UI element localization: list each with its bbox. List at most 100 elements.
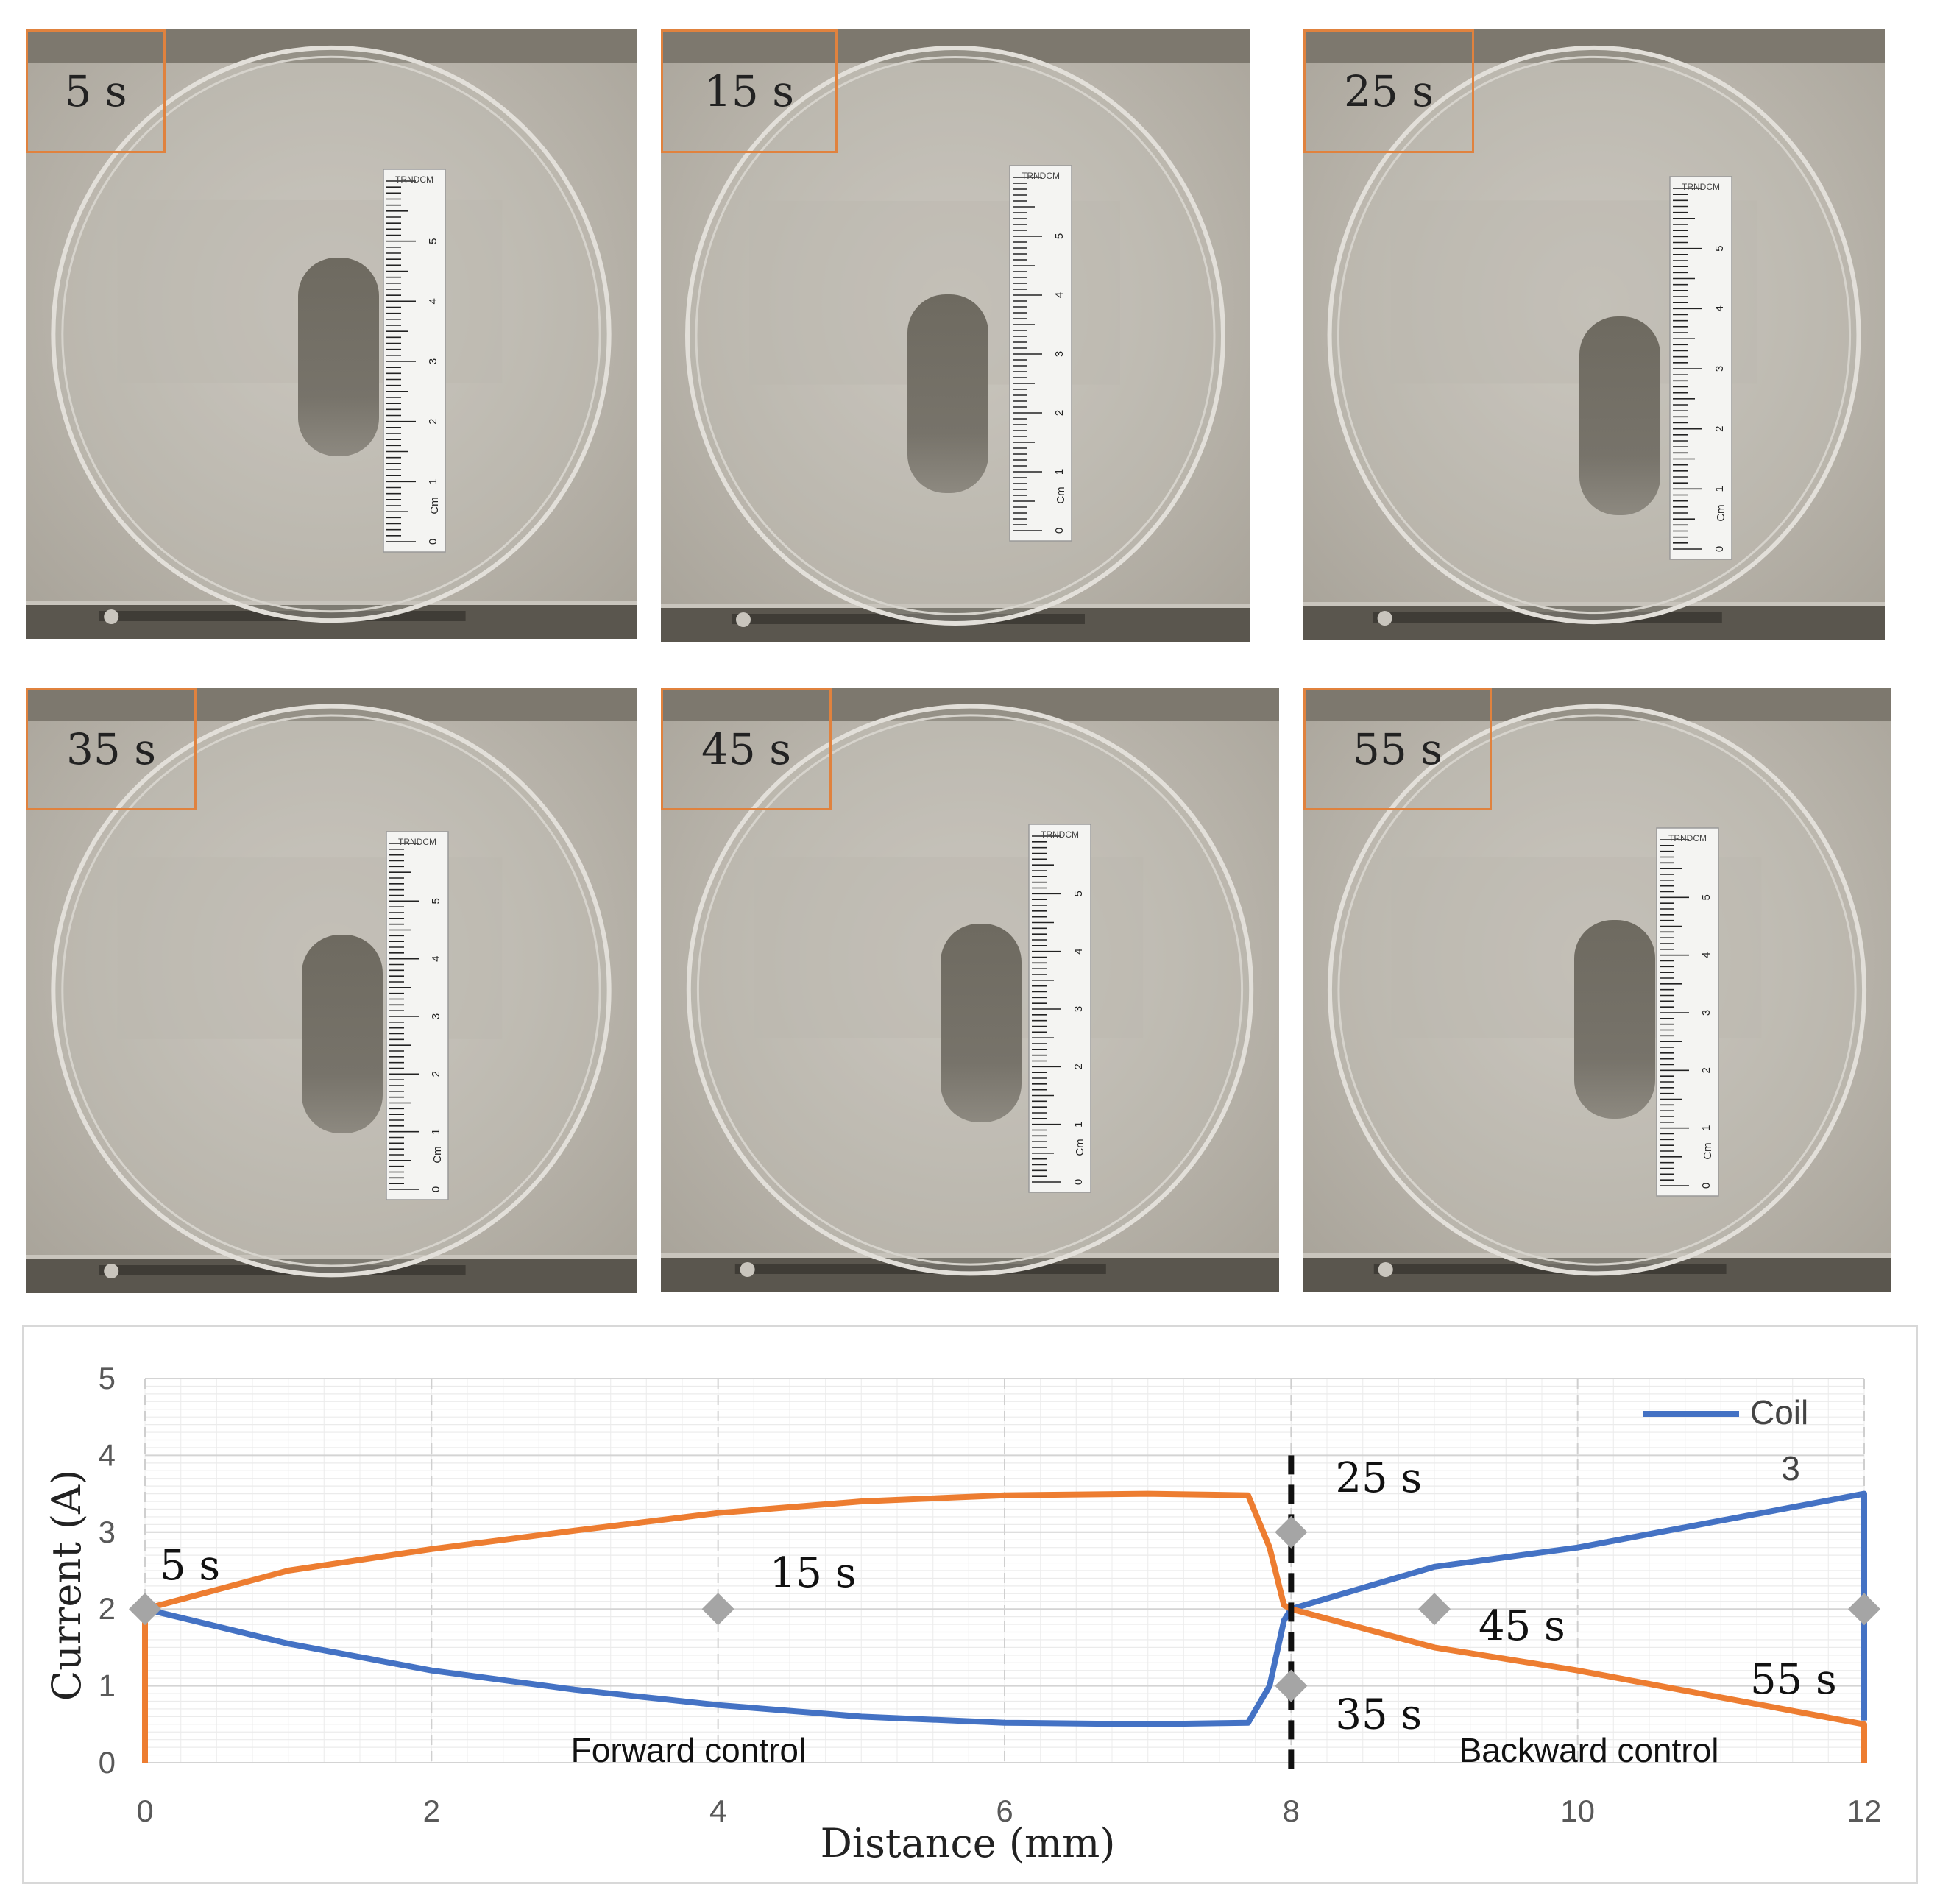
grid [144,1378,1865,1763]
ruler: 0 1 2 3 4 5 Cm TRNDCM [386,831,449,1200]
photo-panel: 0 1 2 3 4 5 Cm TRNDCM 55 s [1303,688,1891,1292]
photo-panel: 0 1 2 3 4 5 Cm TRNDCM 15 s [661,29,1250,642]
ruler-tick-label: 4 [1700,952,1713,958]
ruler-tick-label: 0 [1072,1179,1085,1185]
y-tick-label: 2 [99,1591,116,1626]
x-axis-label: Distance (mm) [821,1820,1116,1866]
ruler-tick-label: 4 [430,955,442,961]
photo-scene: 0 1 2 3 4 5 Cm TRNDCM [1303,688,1891,1292]
time-label: 35 s [26,688,197,810]
ruler: 0 1 2 3 4 5 Cm TRNDCM [1669,176,1732,560]
x-tick-label: 12 [1847,1794,1882,1828]
marker-label: 25 s [1335,1454,1422,1502]
series-coil-3-line [144,1490,1867,1727]
series-orange-line [142,1490,1867,1763]
ruler-brand: TRNDCM [1022,171,1060,181]
y-axis-label: Current (A) [43,1470,90,1701]
ruler-brand: TRNDCM [1041,829,1079,840]
ruler-brand: TRNDCM [1682,182,1720,192]
ruler-tick-label: 2 [1072,1064,1085,1069]
ruler: 0 1 2 3 4 5 Cm TRNDCM [1009,165,1072,542]
ruler-brand: TRNDCM [398,837,436,847]
ruler-tick-label: 0 [427,539,439,545]
marker-point [1418,1593,1451,1626]
chart: 0 1 2 3 4 5 0 2 4 6 8 10 12 Distance (mm) Current (A) 5… [22,1325,1918,1884]
marker-label: 35 s [1335,1691,1422,1739]
capsule-robot [298,258,379,456]
ruler-tick-label: 2 [1713,425,1726,431]
legend-label-cont: 3 [1781,1449,1800,1487]
ruler-tick-label: 5 [1072,891,1085,896]
time-label: 5 s [26,29,166,153]
photo-panel: 0 1 2 3 4 5 Cm TRNDCM 25 s [1303,29,1885,640]
ruler-brand: TRNDCM [1668,833,1707,843]
marker-point [129,1593,161,1626]
x-tick-label: 10 [1560,1794,1595,1828]
ruler-tick-label: 2 [427,418,439,424]
ruler-tick-label: 3 [1072,1006,1085,1012]
ruler-tick-label: 3 [430,1013,442,1019]
ruler-tick-label: 5 [1053,233,1066,239]
ruler-unit: Cm [428,497,441,514]
ruler-tick-label: 2 [430,1071,442,1077]
y-tick-label: 3 [99,1515,116,1549]
capsule-robot [1579,316,1660,515]
ruler-tick-label: 0 [1700,1183,1713,1189]
capsule-robot [941,924,1022,1122]
ruler-tick-label: 4 [1053,292,1066,298]
x-tick-label: 6 [996,1794,1013,1828]
ruler-tick-label: 5 [430,898,442,904]
ruler-tick-label: 1 [1072,1121,1085,1127]
ruler-tick-label: 4 [427,298,439,304]
ruler-unit: Cm [1055,486,1067,503]
x-tick-label: 2 [423,1794,440,1828]
ruler: 0 1 2 3 4 5 Cm TRNDCM [1656,827,1719,1197]
y-tick-label: 0 [99,1745,116,1780]
region-annotation: Backward control [1459,1731,1719,1769]
ruler-tick-label: 2 [1700,1067,1713,1073]
photo-scene: 0 1 2 3 4 5 Cm TRNDCM [661,29,1250,642]
photo-panel: 0 1 2 3 4 5 Cm TRNDCM 5 s [26,29,637,639]
legend-label: Coil [1750,1393,1808,1431]
x-tick-label: 4 [709,1794,726,1828]
ruler-tick-label: 1 [1700,1125,1713,1130]
photo-scene: 0 1 2 3 4 5 Cm TRNDCM [661,688,1279,1292]
marker-point [701,1593,734,1626]
marker-label: 45 s [1479,1602,1565,1650]
ruler-tick-label: 3 [1713,366,1726,372]
ruler-tick-label: 1 [1053,469,1066,475]
ruler-tick-label: 3 [1700,1010,1713,1016]
ruler-tick-label: 5 [1700,894,1713,900]
x-tick-label: 0 [136,1794,153,1828]
ruler-unit: Cm [1074,1139,1086,1156]
marker-point [1275,1515,1308,1549]
photo-scene: 0 1 2 3 4 5 Cm TRNDCM [26,688,637,1293]
ruler-tick-label: 0 [1053,528,1066,534]
ruler-tick-label: 0 [430,1186,442,1192]
ruler-tick-label: 5 [1713,245,1726,251]
time-label: 25 s [1303,29,1474,153]
marker-label: 55 s [1750,1656,1837,1704]
ruler-tick-label: 3 [1053,351,1066,357]
marker-label: 5 s [160,1542,220,1590]
photo-panel: 0 1 2 3 4 5 Cm TRNDCM 45 s [661,688,1279,1292]
capsule-robot [907,294,988,493]
time-label: 45 s [661,688,832,810]
legend: Coil 3 [1643,1393,1808,1487]
photo-scene: 0 1 2 3 4 5 Cm TRNDCM [1303,29,1885,640]
region-annotation: Forward control [571,1731,807,1769]
ruler-tick-label: 1 [427,478,439,484]
ruler-tick-label: 2 [1053,410,1066,416]
y-tick-label: 1 [99,1668,116,1703]
x-tick-label: 8 [1283,1794,1300,1828]
photo-scene: 0 1 2 3 4 5 Cm TRNDCM [26,29,637,639]
capsule-robot [1574,920,1655,1119]
ruler-unit: Cm [1702,1142,1714,1159]
time-label: 15 s [661,29,838,153]
marker-point [1848,1593,1880,1626]
ruler-tick-label: 4 [1072,948,1085,954]
ruler-unit: Cm [431,1146,444,1163]
ruler-tick-label: 1 [1713,486,1726,492]
marker-point [1275,1669,1308,1702]
